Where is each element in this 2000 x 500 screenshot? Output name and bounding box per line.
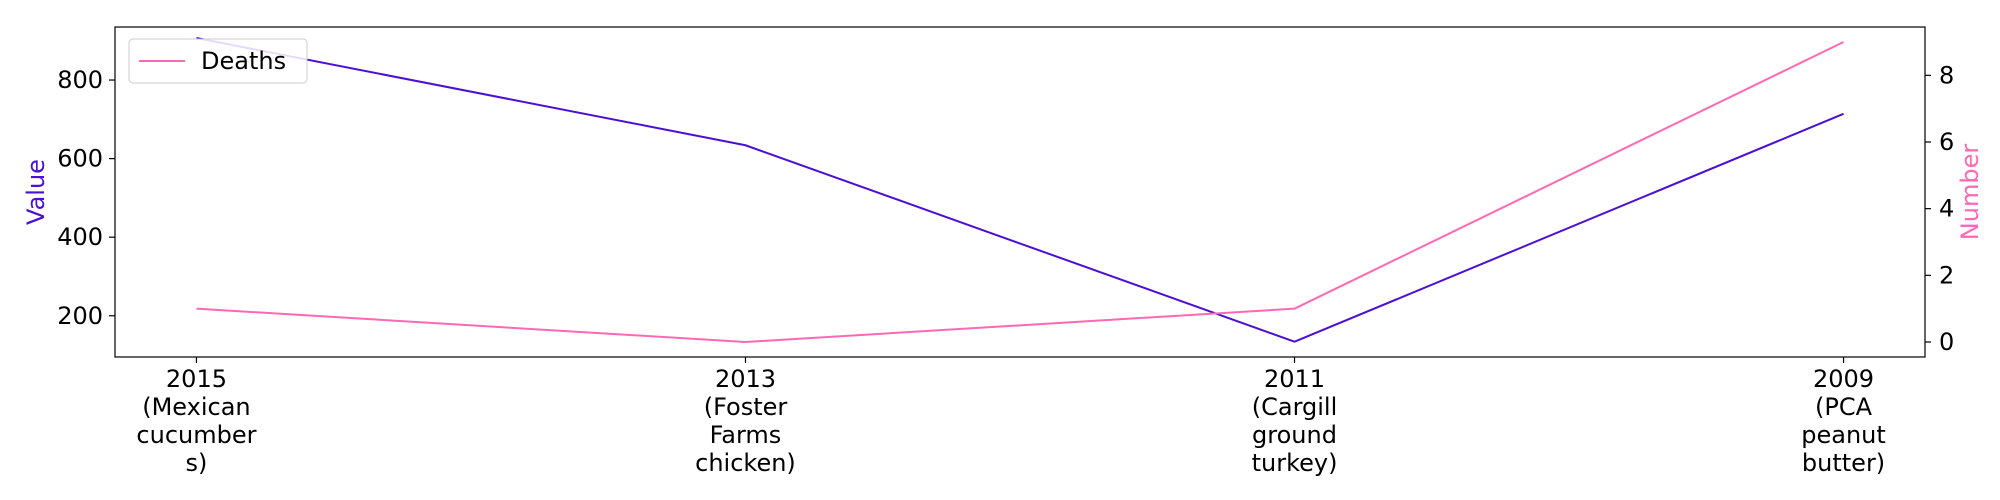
- legend-box: [128, 38, 308, 84]
- right-tick-label: 2: [1939, 261, 1954, 289]
- x-tick-label-line: 2009: [1813, 365, 1874, 393]
- x-tick-label-line: 2015: [166, 365, 227, 393]
- left-tick-label: 800: [57, 66, 103, 94]
- right-axis-label: Number: [1956, 144, 1984, 241]
- series-layer: [196, 37, 1844, 343]
- x-tick-label-line: butter): [1802, 449, 1885, 477]
- legend: Deaths: [128, 38, 308, 84]
- left-axis-label: Value: [22, 159, 50, 225]
- x-tick-label-line: chicken): [695, 449, 796, 477]
- left-tick-label: 400: [57, 223, 103, 251]
- plot-frame: [114, 26, 1926, 358]
- x-tick-label-line: 2011: [1264, 365, 1325, 393]
- x-tick-label-line: (Mexican: [142, 393, 250, 421]
- x-tick-label-line: s): [186, 449, 208, 477]
- left-tick-label: 600: [57, 145, 103, 173]
- plot-border: [114, 26, 1926, 358]
- x-tick-label-line: ground: [1252, 421, 1337, 449]
- right-tick-label: 4: [1939, 195, 1954, 223]
- x-tick-label-line: (PCA: [1815, 393, 1873, 421]
- x-tick-label: 2013 (Foster Farms chicken): [695, 365, 796, 477]
- left-y-axis: 200 400 600 800 Value: [22, 66, 115, 330]
- x-tick-label-line: turkey): [1252, 449, 1338, 477]
- x-tick-label: 2009 (PCA peanut butter): [1801, 365, 1886, 477]
- right-y-axis: 0 2 4 6 8 Number: [1925, 61, 1984, 356]
- x-tick-label: 2015 (Mexican cucumber s): [136, 365, 256, 477]
- x-tick-label-line: cucumber: [136, 421, 256, 449]
- series-line-0: [196, 37, 1844, 343]
- right-tick-label: 0: [1939, 328, 1954, 356]
- x-axis: 2015 (Mexican cucumber s) 2013 (Foster Farms ch…: [136, 357, 1886, 477]
- x-tick-label-line: (Foster: [704, 393, 788, 421]
- legend-label: Deaths: [201, 47, 286, 75]
- x-tick-label-line: (Cargill: [1252, 393, 1338, 421]
- left-tick-label: 200: [57, 302, 103, 330]
- right-tick-label: 8: [1939, 61, 1954, 89]
- x-tick-label: 2011 (Cargill ground turkey): [1252, 365, 1338, 477]
- x-tick-label-line: peanut: [1801, 421, 1886, 449]
- x-tick-label-line: 2013: [715, 365, 776, 393]
- right-tick-label: 6: [1939, 128, 1954, 156]
- x-tick-label-line: Farms: [710, 421, 782, 449]
- series-line-1: [196, 41, 1844, 343]
